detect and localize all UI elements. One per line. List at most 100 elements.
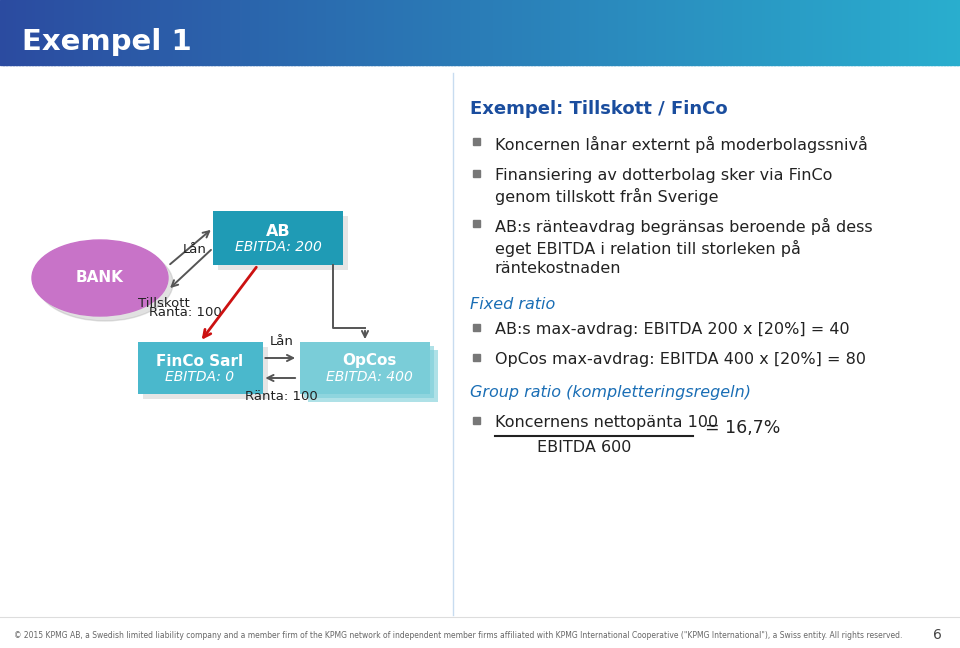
Bar <box>506 0 510 65</box>
Bar <box>816 0 820 65</box>
Bar <box>343 0 347 65</box>
Bar <box>394 0 397 65</box>
Bar <box>285 0 289 65</box>
Bar <box>106 0 109 65</box>
Bar <box>208 0 212 65</box>
Bar <box>653 0 657 65</box>
Bar <box>518 0 522 65</box>
Bar <box>880 0 884 65</box>
Text: Fixed ratio: Fixed ratio <box>470 297 555 312</box>
Bar <box>631 0 635 65</box>
Bar <box>656 0 660 65</box>
Bar <box>742 0 747 65</box>
Bar <box>256 0 260 65</box>
Bar <box>809 0 814 65</box>
Bar <box>185 0 190 65</box>
Bar <box>115 0 119 65</box>
Bar <box>339 0 344 65</box>
Bar <box>0 0 4 65</box>
Bar <box>640 0 644 65</box>
Bar <box>230 0 234 65</box>
Bar <box>732 0 737 65</box>
Bar <box>646 0 651 65</box>
Bar <box>535 0 539 65</box>
Bar <box>538 0 541 65</box>
Bar <box>317 0 321 65</box>
Bar <box>540 0 545 65</box>
Bar <box>492 0 497 65</box>
Bar <box>262 0 267 65</box>
Bar <box>3 0 8 65</box>
Bar <box>576 0 580 65</box>
Bar <box>512 0 516 65</box>
Bar <box>89 0 94 65</box>
Bar <box>912 0 916 65</box>
Bar <box>806 0 810 65</box>
Bar <box>852 0 855 65</box>
Bar <box>410 0 414 65</box>
Text: Lån: Lån <box>270 335 293 348</box>
Bar <box>794 0 798 65</box>
Bar <box>579 0 584 65</box>
Bar <box>132 0 135 65</box>
Bar <box>435 0 440 65</box>
Bar <box>749 0 753 65</box>
FancyBboxPatch shape <box>218 216 348 270</box>
Bar <box>473 324 480 331</box>
Text: EBITDA: 200: EBITDA: 200 <box>234 240 322 254</box>
Bar <box>838 0 843 65</box>
Bar <box>813 0 817 65</box>
Bar <box>790 0 795 65</box>
Bar <box>204 0 209 65</box>
Bar <box>883 0 887 65</box>
Bar <box>924 0 929 65</box>
Bar <box>694 0 699 65</box>
Bar <box>800 0 804 65</box>
Bar <box>442 0 445 65</box>
FancyBboxPatch shape <box>137 342 262 394</box>
Bar <box>525 0 529 65</box>
Bar <box>416 0 420 65</box>
Bar <box>701 0 705 65</box>
Bar <box>713 0 718 65</box>
Bar <box>403 0 407 65</box>
Bar <box>614 0 618 65</box>
Bar <box>429 0 433 65</box>
Bar <box>381 0 385 65</box>
Bar <box>950 0 954 65</box>
Bar <box>605 0 609 65</box>
Bar <box>890 0 894 65</box>
Text: Exempel 1: Exempel 1 <box>22 28 192 56</box>
Bar <box>118 0 123 65</box>
Bar <box>660 0 663 65</box>
Bar <box>134 0 138 65</box>
Bar <box>176 0 180 65</box>
Text: EBITDA 600: EBITDA 600 <box>537 440 632 455</box>
Text: Koncernens nettорänta 100: Koncernens nettорänta 100 <box>495 415 718 430</box>
Text: Koncernen lånar externt på moderbolagssnivå: Koncernen lånar externt på moderbolagssn… <box>495 136 868 153</box>
Bar <box>64 0 68 65</box>
Text: Tillskott: Tillskott <box>138 297 190 310</box>
Bar <box>861 0 865 65</box>
Bar <box>902 0 906 65</box>
Bar <box>221 0 225 65</box>
Bar <box>247 0 251 65</box>
Bar <box>941 0 945 65</box>
Bar <box>348 0 353 65</box>
Bar <box>948 0 951 65</box>
Text: AB: AB <box>266 224 290 238</box>
Bar <box>396 0 401 65</box>
Bar <box>573 0 577 65</box>
Bar <box>448 0 452 65</box>
Bar <box>252 0 257 65</box>
Bar <box>304 0 308 65</box>
Bar <box>84 0 87 65</box>
Bar <box>0 65 960 648</box>
Bar <box>333 0 337 65</box>
Bar <box>717 0 721 65</box>
Bar <box>509 0 513 65</box>
Bar <box>413 0 417 65</box>
Bar <box>682 0 685 65</box>
Text: OpCos: OpCos <box>342 354 396 369</box>
FancyBboxPatch shape <box>308 350 438 402</box>
